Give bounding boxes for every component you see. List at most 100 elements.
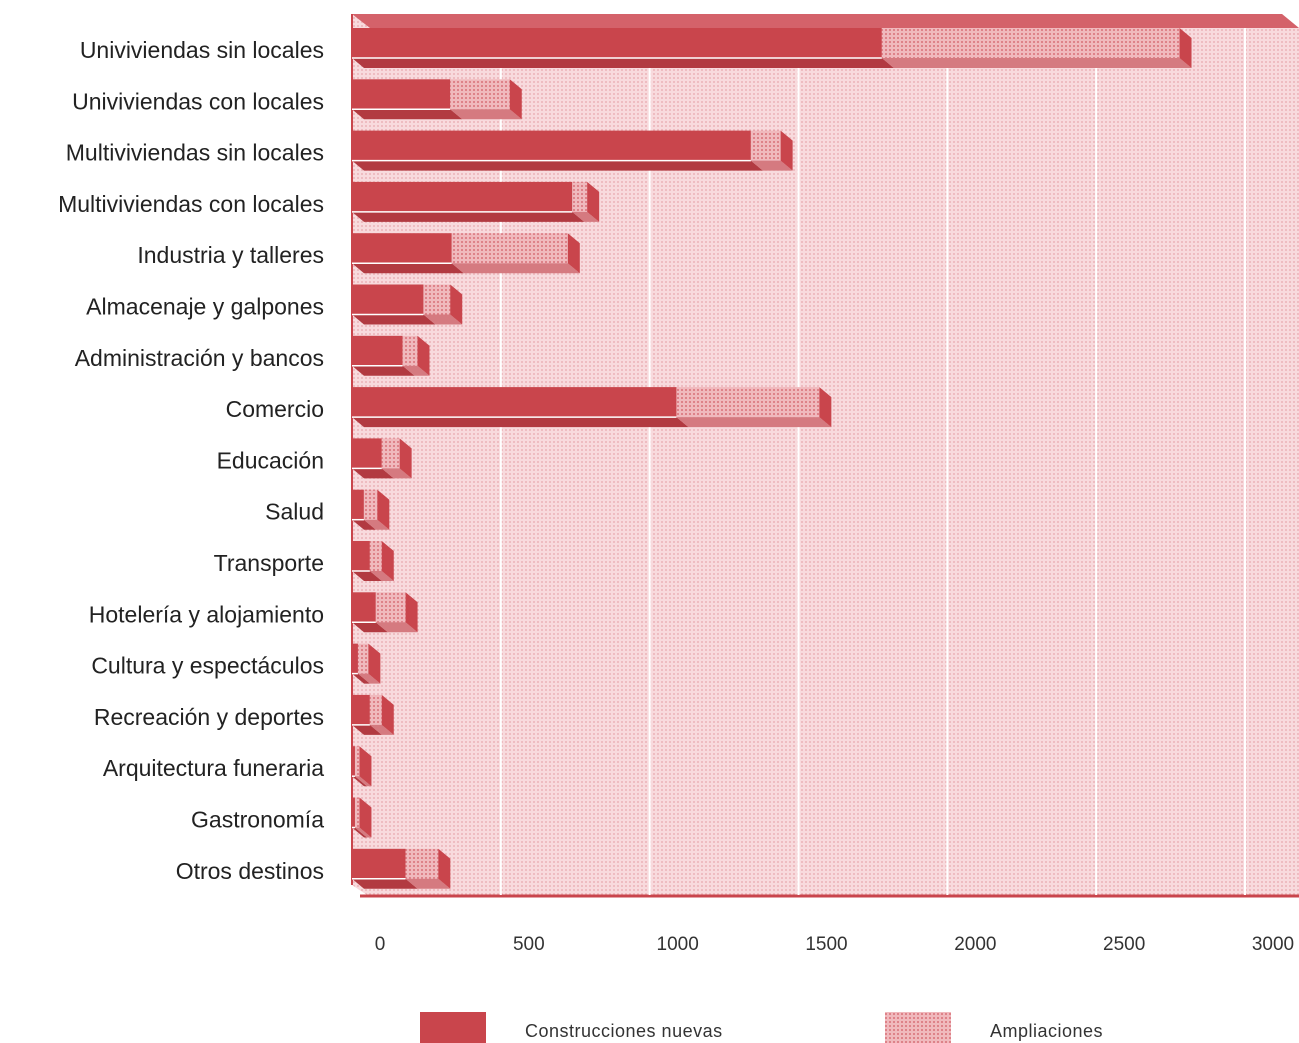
bar-nuevas-depth [352,263,464,274]
bar-ampliaciones-depth [750,160,793,171]
bar-nuevas [352,694,370,725]
category-label-4: Industria y talleres [137,242,324,268]
bar-end-cap [417,335,430,376]
bar-nuevas-depth [352,211,585,222]
category-label-14: Arquitectura funeraria [103,755,324,781]
category-label-9: Salud [265,499,324,525]
bar-nuevas-depth [352,314,436,325]
bar-nuevas [352,181,573,212]
legend-label-construcciones-nuevas: Construcciones nuevas [525,1021,723,1041]
bar-ampliaciones [676,387,820,418]
bar-ampliaciones [354,797,360,828]
bar-group-7 [352,387,832,428]
bar-ampliaciones-depth [402,365,430,376]
bar-end-cap [780,130,793,171]
bar-ampliaciones [375,592,406,623]
bar-group-13 [352,694,394,735]
bar-ampliaciones [423,284,451,315]
bar-end-cap [399,438,412,479]
bar-nuevas-depth [352,827,367,838]
category-label-8: Educación [217,447,324,473]
bar-nuevas-depth [352,58,894,68]
bar-ampliaciones-depth [357,673,381,684]
category-label-2: Multiviviendas sin locales [66,140,324,166]
x-tick-label-2000: 2000 [954,934,996,955]
bar-ampliaciones [405,848,439,879]
bar-group-15 [352,797,372,838]
legend: Construcciones nuevas Ampliaciones [420,1012,1103,1043]
bar-ampliaciones [750,130,781,161]
x-tick-label-0: 0 [375,934,386,955]
bar-ampliaciones [451,233,568,264]
bar-end-cap [377,489,390,530]
bar-ampliaciones-depth [423,314,463,325]
x-tick-label-3000: 3000 [1252,934,1294,955]
x-tick-label-500: 500 [513,934,545,955]
bar-ampliaciones [381,438,400,469]
bar-nuevas [352,643,358,674]
bar-nuevas [352,387,677,418]
bar-group-0 [352,28,1192,68]
category-label-15: Gastronomía [191,807,324,833]
bar-ampliaciones-depth [354,776,372,787]
bar-ampliaciones [363,489,378,520]
category-label-10: Transporte [214,550,324,576]
bar-nuevas [352,746,355,777]
bar-group-3 [352,181,600,222]
bar-ampliaciones-depth [405,878,451,889]
legend-label-ampliaciones: Ampliaciones [990,1021,1103,1041]
bar-nuevas-depth [352,109,463,120]
bar-nuevas [352,233,452,264]
category-label-11: Hotelería y alojamiento [89,601,324,627]
bar-nuevas [352,797,355,828]
bar-end-cap [509,79,522,120]
bar-nuevas [352,335,403,366]
bar-ampliaciones-depth [572,211,600,222]
bar-nuevas [352,541,370,571]
bar-nuevas-depth [352,365,415,376]
panel-background [352,14,1299,897]
bar-nuevas [352,130,751,161]
bar-ampliaciones [881,28,1180,58]
bar-nuevas [352,79,451,110]
bar-group-14 [352,746,372,787]
bar-end-cap [1179,28,1192,68]
plot-panel [351,14,1299,898]
x-tick-labels: 0 500 1000 1500 2000 2500 3000 [375,934,1294,955]
bar-end-cap [381,694,394,735]
bar-end-cap [368,643,381,684]
bar-ampliaciones-depth [375,622,418,633]
bar-ampliaciones-depth [451,263,580,274]
bar-ampliaciones [450,79,510,110]
category-label-16: Otros destinos [176,858,324,884]
bar-group-12 [352,643,381,684]
category-label-0: Univiviendas sin locales [80,37,324,63]
bar-end-cap [359,746,372,787]
bar-nuevas [352,284,424,315]
x-tick-label-2500: 2500 [1103,934,1145,955]
bar-group-11 [352,592,418,633]
category-labels: Univiviendas sin locales Univiviendas con… [58,37,324,884]
bar-nuevas-depth [352,519,376,530]
bar-nuevas [352,489,364,520]
category-label-12: Cultura y espectáculos [91,653,324,679]
bars [352,28,1192,889]
legend-swatch-construcciones-nuevas [420,1012,486,1043]
bar-nuevas-depth [352,673,370,684]
bar-group-10 [352,541,394,581]
bar-nuevas [352,28,882,58]
bar-group-9 [352,489,390,530]
category-label-6: Administración y bancos [75,345,324,371]
bar-group-6 [352,335,430,376]
gridlines [499,28,1246,895]
panel-top-edge [352,14,1299,28]
bar-ampliaciones [369,541,382,571]
legend-swatch-ampliaciones [885,1012,951,1043]
bar-ampliaciones-depth [450,109,522,120]
bar-ampliaciones-depth [369,724,394,735]
bar-ampliaciones [572,181,588,212]
bar-ampliaciones-depth [676,417,832,428]
bar-end-cap [405,592,418,633]
x-tick-label-1500: 1500 [805,934,847,955]
bar-ampliaciones [402,335,418,366]
